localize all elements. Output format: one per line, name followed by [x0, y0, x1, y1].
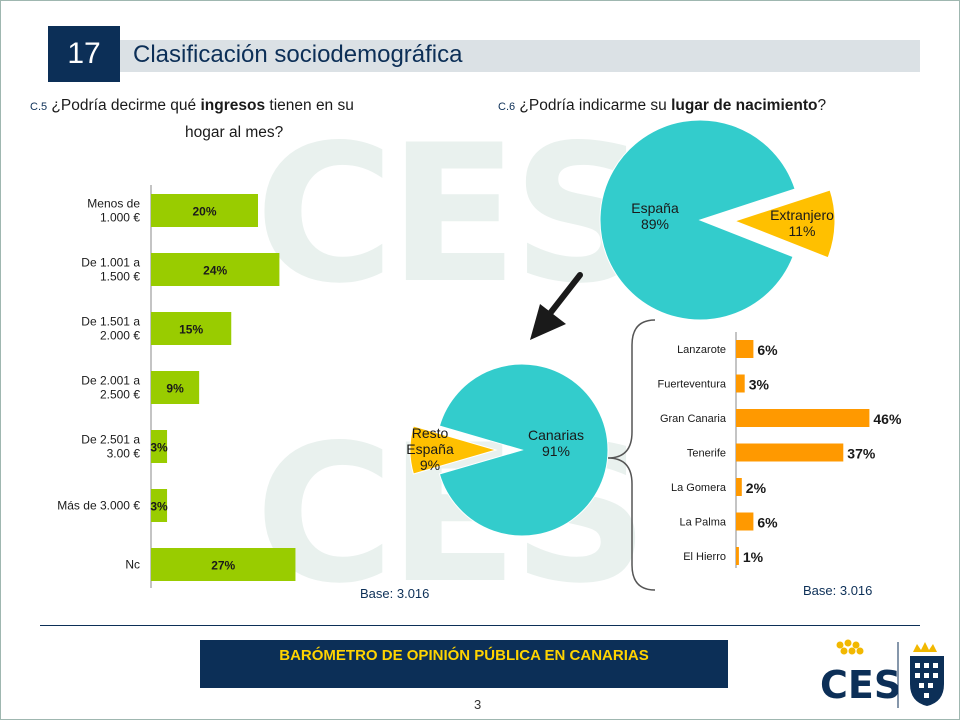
- base-left: Base: 3.016: [360, 586, 430, 601]
- category-label: Menos de: [87, 197, 140, 211]
- data-label: 9%: [166, 382, 184, 396]
- category-label: De 1.501 a: [81, 315, 140, 329]
- title-band: [120, 40, 920, 72]
- data-label: 1%: [743, 549, 764, 565]
- income-bar-chart: 20% Menos de1.000 € 24% De 1.001 a1.500 € 15…: [57, 185, 296, 588]
- bar: [151, 548, 296, 581]
- category-label: Tenerife: [687, 448, 726, 460]
- ces-watermark-top: CES: [255, 104, 649, 325]
- category-label: La Gomera: [671, 482, 727, 494]
- category-label: Gran Canaria: [660, 413, 727, 425]
- data-label: 24%: [203, 264, 227, 278]
- page-title: Clasificación sociodemográfica: [133, 41, 463, 68]
- footer-divider: [40, 625, 920, 626]
- bar: [736, 547, 739, 565]
- pie-label: 91%: [542, 443, 570, 459]
- question-text: hogar al mes?: [185, 124, 284, 141]
- question-code: C.6: [498, 101, 516, 113]
- bar: [151, 194, 258, 227]
- category-label: 3.00 €: [107, 447, 141, 461]
- bar: [151, 253, 280, 286]
- question-text: ¿Podría decirme qué: [47, 97, 201, 114]
- category-label: De 1.001 a: [81, 256, 140, 270]
- data-label: 6%: [757, 515, 778, 531]
- pie-label: Canarias: [528, 427, 584, 443]
- base-right: Base: 3.016: [803, 583, 873, 598]
- question-c6: C.6 ¿Podría indicarme su lugar de nacimi…: [498, 93, 918, 120]
- data-label: 20%: [192, 205, 216, 219]
- data-label: 6%: [757, 342, 778, 358]
- data-label: 3%: [150, 500, 168, 514]
- category-label: 2.000 €: [100, 329, 140, 343]
- data-label: 37%: [847, 446, 876, 462]
- bar: [736, 443, 844, 462]
- question-text: ?: [817, 97, 827, 114]
- canarias-crest-icon: [910, 642, 944, 706]
- data-label: 46%: [873, 411, 902, 427]
- data-label: 2%: [746, 480, 767, 496]
- pie-label: España: [406, 441, 454, 457]
- category-label: La Palma: [680, 517, 727, 529]
- question-text: tienen en su: [265, 97, 354, 114]
- bar: [736, 374, 745, 393]
- pie-label: 9%: [420, 457, 440, 473]
- data-label: 3%: [749, 377, 770, 393]
- island-bar-chart: 6% Lanzarote 3% Fuerteventura 46% Gran Canari…: [658, 332, 902, 568]
- pie-label: 11%: [789, 223, 816, 239]
- footer-banner: BARÓMETRO DE OPINIÓN PÚBLICA EN CANARIAS: [200, 640, 728, 688]
- category-label: De 2.501 a: [81, 433, 140, 447]
- page-number: 3: [474, 697, 482, 712]
- pie-label: Extranjero: [770, 207, 834, 223]
- bar: [151, 430, 168, 463]
- question-code: C.5: [30, 101, 48, 113]
- pie-slice: [733, 189, 836, 259]
- pie-label: 89%: [641, 216, 669, 232]
- category-label: Más de 3.000 €: [57, 499, 140, 513]
- category-label: Lanzarote: [677, 344, 726, 356]
- bar: [736, 478, 742, 496]
- category-label: 1.000 €: [100, 211, 140, 225]
- pie-slice: [409, 425, 498, 475]
- category-label: Fuerteventura: [658, 379, 727, 391]
- question-c5: C.5 ¿Podría decirme qué ingresos tienen …: [30, 93, 430, 145]
- category-label: 2.500 €: [100, 388, 140, 402]
- data-label: 15%: [179, 323, 203, 337]
- question-keyword: lugar de nacimiento: [671, 97, 818, 114]
- logo-text: CES: [820, 663, 901, 707]
- bar: [736, 340, 754, 358]
- pie-label: España: [631, 200, 679, 216]
- bar: [736, 409, 870, 427]
- category-label: De 2.001 a: [81, 374, 140, 388]
- question-keyword: ingresos: [200, 97, 266, 114]
- category-label: Nc: [125, 558, 140, 572]
- down-left-arrow-icon: [530, 272, 583, 340]
- question-text: ¿Podría indicarme su: [515, 97, 672, 114]
- data-label: 3%: [150, 441, 168, 455]
- data-label: 27%: [211, 559, 235, 573]
- bar: [736, 512, 754, 531]
- bar: [151, 489, 168, 522]
- section-number: 17: [48, 26, 120, 82]
- bar: [151, 312, 232, 345]
- pie-slice: [438, 363, 609, 537]
- pie-label: Resto: [412, 425, 449, 441]
- left-curly-brace-icon: [607, 319, 656, 591]
- bar: [151, 371, 200, 404]
- pie-slice: [599, 119, 796, 321]
- ces-logo: CES: [820, 639, 944, 708]
- footer-banner-text: BARÓMETRO DE OPINIÓN PÚBLICA EN CANARIAS: [279, 647, 649, 664]
- category-label: El Hierro: [683, 551, 726, 563]
- category-label: 1.500 €: [100, 270, 140, 284]
